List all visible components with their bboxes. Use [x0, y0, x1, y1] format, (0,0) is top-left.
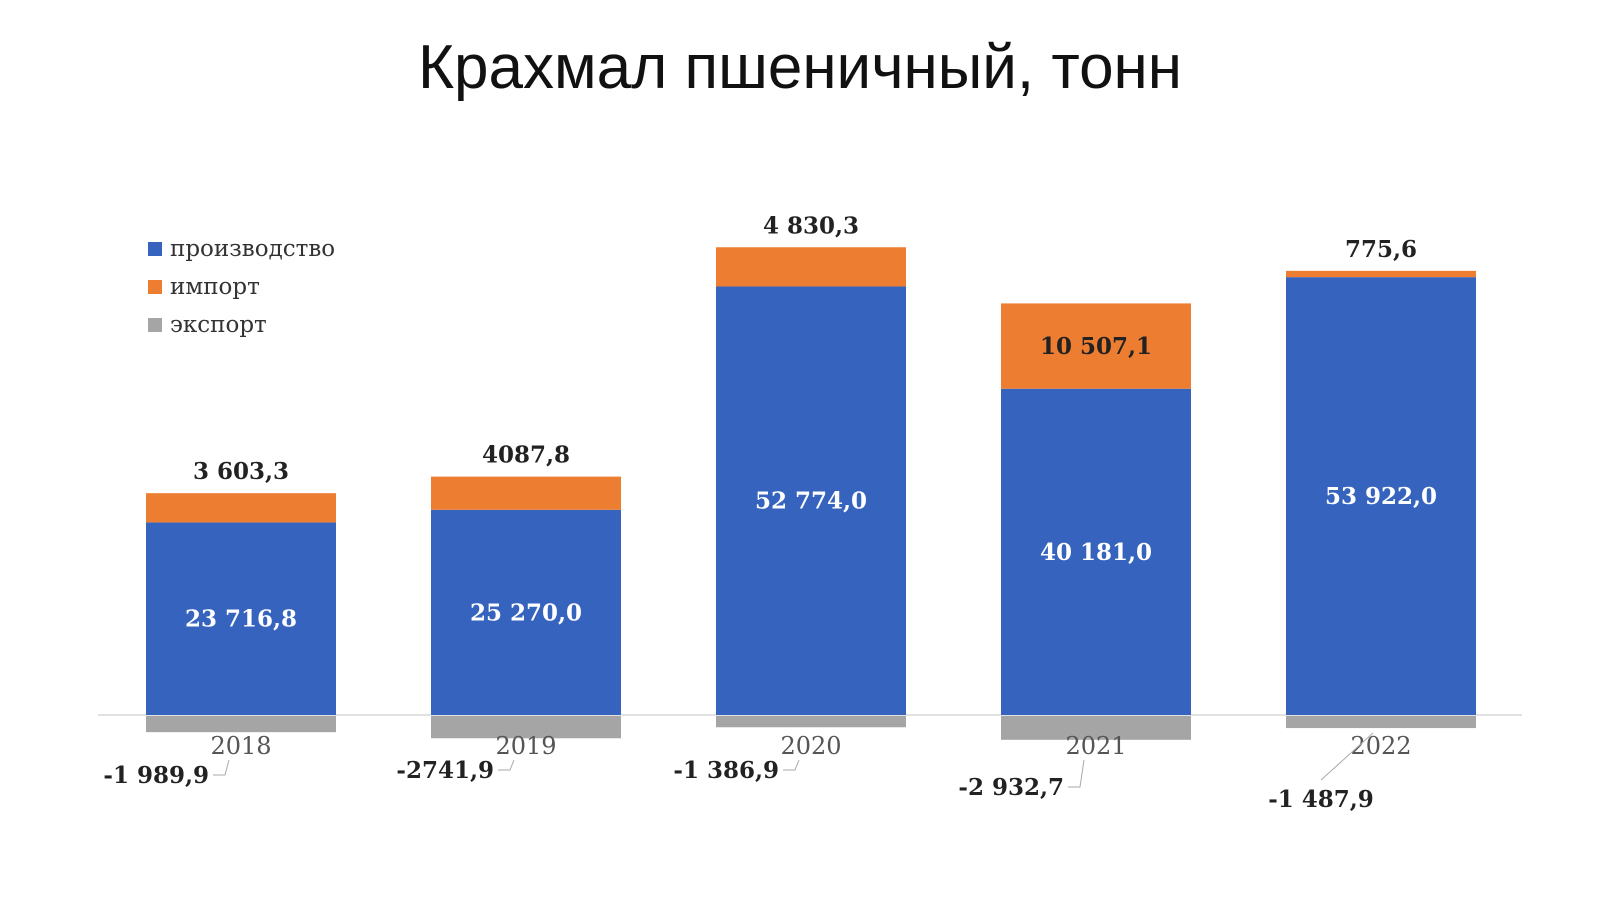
bar-production-2021	[1001, 388, 1191, 715]
leader-export-2022	[1320, 732, 1374, 781]
legend-item-production: производство	[148, 230, 335, 268]
bar-import-2021	[1001, 303, 1191, 389]
label-import-2020: 4 830,3	[763, 212, 859, 239]
bar-production-2018	[146, 522, 336, 715]
x-tick-2022: 2022	[1350, 732, 1411, 760]
legend: производство импорт экспорт	[148, 230, 335, 344]
bar-export-2019	[431, 716, 621, 739]
bar-export-2018	[146, 716, 336, 733]
legend-item-export: экспорт	[148, 306, 335, 344]
x-tick-2018: 2018	[210, 732, 271, 760]
label-production-2018: 23 716,8	[185, 606, 297, 633]
bar-import-2022	[1286, 270, 1476, 278]
label-production-2022: 53 922,0	[1325, 483, 1437, 510]
x-tick-2020: 2020	[780, 732, 841, 760]
legend-label-production: производство	[170, 236, 336, 262]
legend-swatch-import	[148, 280, 162, 294]
bar-production-2020	[716, 286, 906, 715]
legend-label-export: экспорт	[170, 312, 267, 338]
bar-import-2020	[716, 247, 906, 287]
label-export-2018: -1 989,9	[103, 762, 209, 789]
label-export-2021: -2 932,7	[958, 774, 1064, 801]
leader-export-2018	[213, 759, 230, 776]
bar-production-2019	[431, 509, 621, 715]
x-tick-2019: 2019	[495, 732, 556, 760]
label-import-2022: 775,6	[1345, 236, 1417, 263]
bar-export-2022	[1286, 716, 1476, 729]
legend-item-import: импорт	[148, 268, 335, 306]
label-production-2020: 52 774,0	[755, 488, 867, 515]
bar-import-2019	[431, 476, 621, 510]
label-export-2019: -2741,9	[396, 757, 494, 784]
bar-export-2020	[716, 716, 906, 728]
chart-title: Крахмал пшеничный, тонн	[417, 33, 1183, 102]
label-export-2022: -1 487,9	[1268, 786, 1374, 813]
label-import-2021: 10 507,1	[1040, 333, 1152, 360]
leader-export-2019	[498, 759, 515, 771]
bar-export-2021	[1001, 716, 1191, 740]
bar-production-2022	[1286, 277, 1476, 715]
label-import-2019: 4087,8	[482, 442, 570, 469]
label-export-2020: -1 386,9	[673, 757, 779, 784]
label-production-2021: 40 181,0	[1040, 539, 1152, 566]
leader-export-2020	[783, 759, 800, 771]
legend-swatch-export	[148, 318, 162, 332]
label-production-2019: 25 270,0	[470, 599, 582, 626]
legend-swatch-production	[148, 242, 162, 256]
leader-export-2021	[1068, 759, 1085, 788]
bar-import-2018	[146, 493, 336, 523]
legend-label-import: импорт	[170, 274, 260, 300]
x-tick-2021: 2021	[1065, 732, 1126, 760]
label-import-2018: 3 603,3	[193, 458, 289, 485]
